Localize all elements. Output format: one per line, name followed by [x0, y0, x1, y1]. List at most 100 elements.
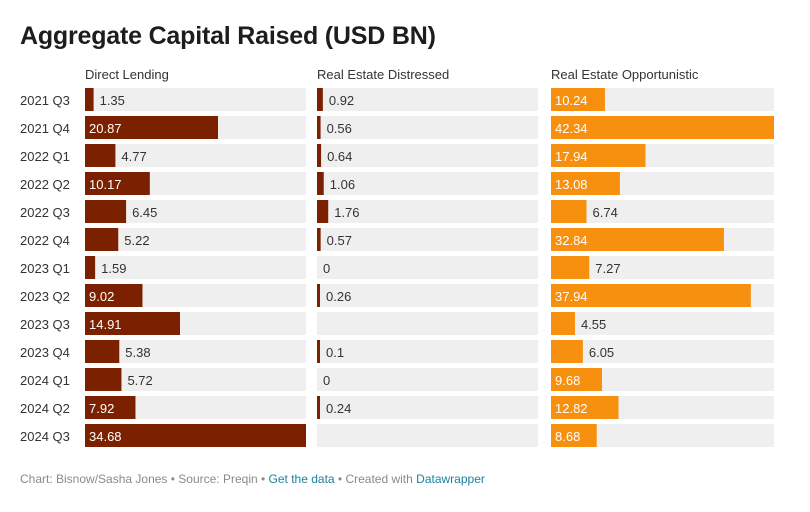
- bar: [317, 88, 323, 111]
- data-label: 1.76: [334, 205, 359, 220]
- row-label: 2022 Q3: [20, 205, 70, 220]
- bar-track: [317, 116, 538, 139]
- data-label: 12.82: [555, 401, 588, 416]
- data-label: 17.94: [555, 149, 588, 164]
- bar-track: [85, 340, 306, 363]
- bar-track: [551, 424, 774, 447]
- data-label: 1.59: [101, 261, 126, 276]
- series-header: Direct Lending: [85, 67, 169, 82]
- data-label: 1.35: [100, 93, 125, 108]
- bar-track: [317, 284, 538, 307]
- row-label: 2021 Q3: [20, 93, 70, 108]
- bar-track: [551, 340, 774, 363]
- data-label: 0.24: [326, 401, 351, 416]
- bar-track: [317, 396, 538, 419]
- bar-track: [85, 396, 306, 419]
- bar: [551, 228, 724, 251]
- data-label: 9.68: [555, 373, 580, 388]
- row-label: 2022 Q4: [20, 233, 70, 248]
- bar-track: [551, 312, 774, 335]
- row-label: 2022 Q2: [20, 177, 70, 192]
- chart: 2021 Q3 2021 Q4 2022 Q1 2022 Q2 2022 Q3 2022 …: [20, 67, 774, 447]
- panel-real-estate-distressed: Real Estate Distressed 0.92 0.56 0.64 1.06 1.…: [317, 67, 538, 447]
- data-label: 7.27: [595, 261, 620, 276]
- data-label: 14.91: [89, 317, 122, 332]
- data-label: 10.17: [89, 177, 122, 192]
- bar-track: [85, 368, 306, 391]
- bar: [85, 144, 116, 167]
- bar-track: [551, 200, 774, 223]
- row-label: 2022 Q1: [20, 149, 70, 164]
- bar: [317, 340, 320, 363]
- data-label: 0.26: [326, 289, 351, 304]
- bar: [85, 88, 94, 111]
- bar: [551, 312, 575, 335]
- data-label: 0.64: [327, 149, 352, 164]
- bar: [85, 200, 127, 223]
- data-label: 4.55: [581, 317, 606, 332]
- bar: [551, 256, 590, 279]
- data-label: 20.87: [89, 121, 122, 136]
- bar: [551, 284, 751, 307]
- bar: [551, 424, 597, 447]
- data-label: 5.22: [124, 233, 149, 248]
- get-the-data-link[interactable]: Get the data: [268, 472, 335, 486]
- row-label: 2024 Q1: [20, 373, 70, 388]
- bar: [317, 228, 321, 251]
- data-label: 5.72: [127, 373, 152, 388]
- bar: [551, 172, 620, 195]
- data-label: 37.94: [555, 289, 588, 304]
- bar: [551, 200, 587, 223]
- bar: [85, 228, 119, 251]
- data-label: 6.45: [132, 205, 157, 220]
- data-label: 0: [323, 373, 330, 388]
- datawrapper-link[interactable]: Datawrapper: [416, 472, 485, 486]
- bar-track: [85, 88, 306, 111]
- bar-track: [551, 88, 774, 111]
- row-label: 2021 Q4: [20, 121, 70, 136]
- bar-track: [317, 228, 538, 251]
- bar-track: [317, 424, 538, 447]
- chart-title: Aggregate Capital Raised (USD BN): [20, 22, 436, 50]
- bar-track: [317, 340, 538, 363]
- bar: [85, 340, 120, 363]
- bar: [551, 144, 646, 167]
- bar-track: [85, 200, 306, 223]
- data-label: 10.24: [555, 93, 588, 108]
- bar-track: [85, 256, 306, 279]
- data-label: 0.1: [326, 345, 344, 360]
- data-label: 32.84: [555, 233, 588, 248]
- bar-track: [317, 256, 538, 279]
- row-label: 2024 Q3: [20, 429, 70, 444]
- series-header: Real Estate Opportunistic: [551, 67, 699, 82]
- bar: [317, 396, 320, 419]
- data-label: 5.38: [125, 345, 150, 360]
- bar-track: [317, 312, 538, 335]
- row-label: 2023 Q1: [20, 261, 70, 276]
- series-header: Real Estate Distressed: [317, 67, 449, 82]
- panel-real-estate-opportunistic: Real Estate Opportunistic 10.24 42.34 17.94…: [551, 67, 774, 447]
- bar: [551, 340, 583, 363]
- bar-track: [85, 228, 306, 251]
- bar: [317, 172, 324, 195]
- bar-track: [317, 368, 538, 391]
- bar: [85, 396, 136, 419]
- data-label: 8.68: [555, 429, 580, 444]
- row-label: 2023 Q2: [20, 289, 70, 304]
- bar-track: [85, 144, 306, 167]
- panel-direct-lending: Direct Lending 1.35 20.87 4.77 10.17 6.45 5.22…: [85, 67, 306, 447]
- bar: [85, 424, 306, 447]
- bar: [85, 116, 218, 139]
- data-label: 34.68: [89, 429, 122, 444]
- data-label: 0.92: [329, 93, 354, 108]
- bar-track: [317, 88, 538, 111]
- bar-track: [317, 144, 538, 167]
- bar-track: [317, 172, 538, 195]
- data-label: 0: [323, 261, 330, 276]
- bar: [551, 396, 619, 419]
- data-label: 13.08: [555, 177, 588, 192]
- bar: [317, 200, 329, 223]
- bar: [317, 144, 322, 167]
- row-label: 2024 Q2: [20, 401, 70, 416]
- footer-created-with: • Created with: [334, 472, 417, 486]
